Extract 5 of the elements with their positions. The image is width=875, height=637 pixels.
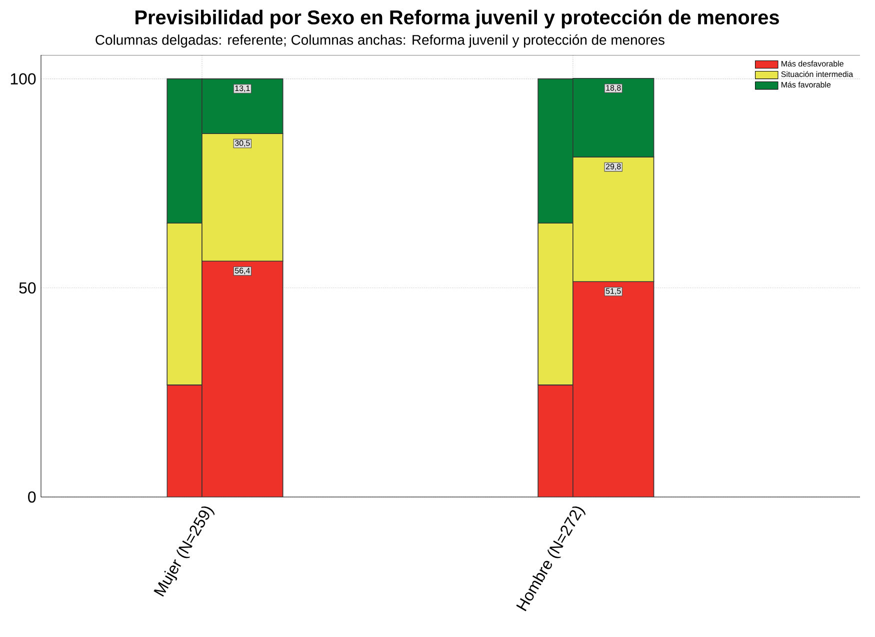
chart-subtitle: Columnas delgadas: referente; Columnas anchas: Reforma juvenil y protección de menores [96,34,664,48]
chart-title: Previsibilidad por Sexo en Reforma juvenil y protección de menores [136,10,779,28]
y-tick-label: 0 [28,491,36,503]
y-tick-label: 50 [19,282,36,294]
y-tick-label: 100 [10,73,36,84]
